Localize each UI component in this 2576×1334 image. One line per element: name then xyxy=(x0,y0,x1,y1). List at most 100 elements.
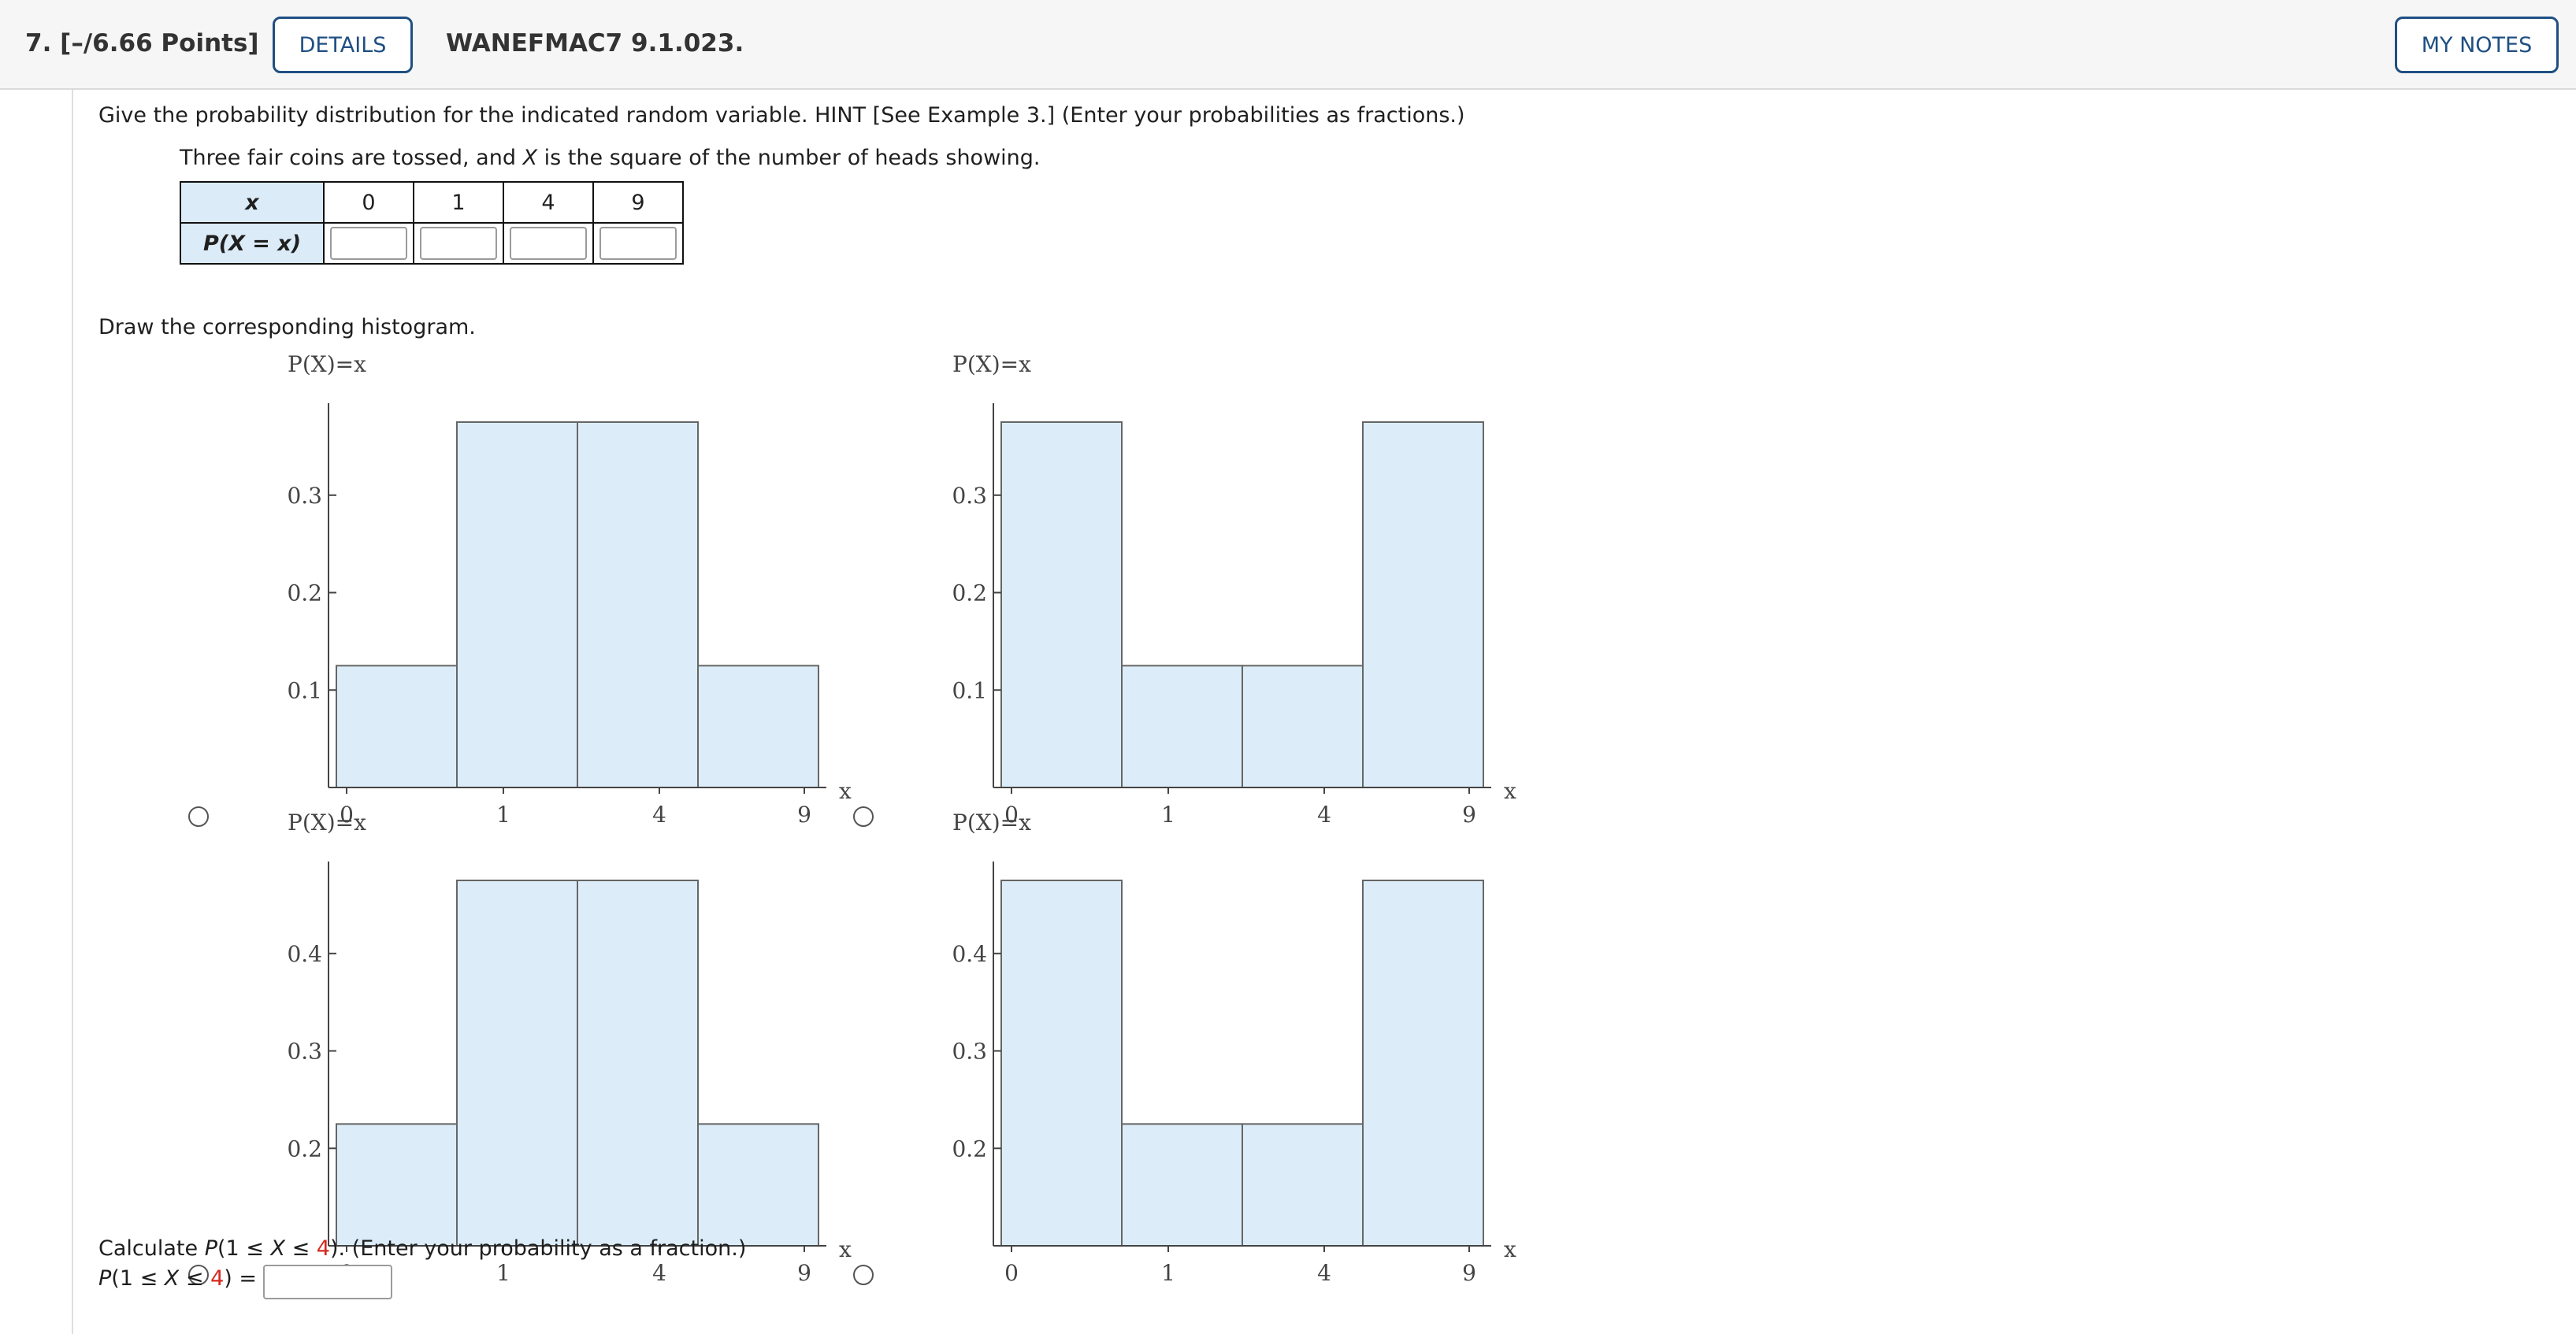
histogram-radio-4[interactable] xyxy=(853,1265,874,1285)
question-number: 7. [–/6.66 Points] xyxy=(25,29,259,57)
answer-expr-close: ) = xyxy=(224,1266,258,1291)
x-value-3: 9 xyxy=(592,181,684,224)
x-tick-label: 9 xyxy=(797,1260,811,1286)
x-tick-label: 9 xyxy=(1462,1260,1476,1286)
y-tick-label: 0.3 xyxy=(952,1039,987,1065)
histogram-bar-4 xyxy=(577,421,699,788)
x-tick-label: 4 xyxy=(652,1260,666,1286)
question-header: 7. [–/6.66 Points] DETAILS WANEFMAC7 9.1… xyxy=(0,0,2576,90)
histogram-radio-2[interactable] xyxy=(853,806,874,827)
histogram-chart-1: P(X)=x 0.1 0.2 0.3 0 1 4 9 x xyxy=(287,351,852,828)
x-tick-label: 1 xyxy=(496,802,510,828)
setup-variable: X xyxy=(522,146,538,170)
histogram-bar-9 xyxy=(697,1123,819,1247)
question-code: WANEFMAC7 9.1.023. xyxy=(446,29,744,57)
details-button[interactable]: DETAILS xyxy=(273,17,413,73)
histogram-chart-4: P(X)=x 0.2 0.3 0.4 0 1 4 9 x xyxy=(952,810,1516,1286)
calculation-prompt: Calculate P(1 ≤ X ≤ 4). (Enter your prob… xyxy=(98,1236,746,1261)
histogram-bar-4 xyxy=(1242,1123,1364,1247)
setup-text-1: Three fair coins are tossed, and xyxy=(180,146,523,170)
histogram-bar-9 xyxy=(697,665,819,789)
calc-expr-open: (1 ≤ xyxy=(217,1236,271,1261)
probability-answer-input[interactable] xyxy=(263,1265,392,1299)
calc-expr-var: X xyxy=(270,1236,285,1261)
calc-text-post: (Enter your probability as a fraction.) xyxy=(345,1236,747,1261)
histogram-bar-0 xyxy=(336,1123,458,1247)
calculation-answer-label: P(1 ≤ X ≤ 4) = xyxy=(98,1266,257,1291)
question-index: 7. xyxy=(25,29,52,57)
calc-text-pre: Calculate xyxy=(98,1236,205,1261)
y-tick-label: 0.3 xyxy=(287,483,322,509)
y-tick-label: 0.1 xyxy=(952,677,987,703)
table-row-probability: P(X = x) xyxy=(180,222,684,265)
histogram-bar-1 xyxy=(456,880,578,1247)
answer-expr-bound: 4 xyxy=(210,1266,225,1291)
x-value-1: 1 xyxy=(413,181,504,224)
histogram-bar-1 xyxy=(1121,665,1243,789)
y-tick-label: 0.3 xyxy=(287,1039,322,1065)
x-tick-label: 9 xyxy=(1462,802,1476,828)
answer-expr-le: ≤ xyxy=(179,1266,211,1291)
x-axis-label: x xyxy=(1504,778,1516,804)
my-notes-button[interactable]: MY NOTES xyxy=(2395,17,2559,73)
question-instruction: Give the probability distribution for th… xyxy=(98,103,1465,128)
x-axis-label: x xyxy=(1504,1236,1516,1262)
histogram-bar-0 xyxy=(1000,421,1123,788)
x-axis-label: x xyxy=(839,1236,852,1262)
x-tick-label: 0 xyxy=(1004,1260,1019,1286)
answer-expr-var: X xyxy=(164,1266,180,1291)
probability-header: P(X = x) xyxy=(180,222,325,265)
y-axis-label: P(X)=x xyxy=(288,351,366,377)
x-tick-label: 0 xyxy=(340,802,354,828)
x-value-0: 0 xyxy=(323,181,414,224)
x-tick-label: 4 xyxy=(652,802,666,828)
question-body: Give the probability distribution for th… xyxy=(72,90,2576,1334)
histogram-bar-4 xyxy=(577,880,699,1247)
probability-input-2[interactable] xyxy=(510,227,587,260)
x-tick-label: 1 xyxy=(1161,1260,1175,1286)
x-header: x xyxy=(180,181,325,224)
x-axis-label: x xyxy=(839,778,852,804)
probability-cell-1 xyxy=(413,222,504,265)
histogram-bar-1 xyxy=(1121,1123,1243,1247)
x-value-2: 4 xyxy=(503,181,594,224)
answer-expr-open: (1 ≤ xyxy=(111,1266,165,1291)
x-tick-label: 4 xyxy=(1317,1260,1331,1286)
probability-input-3[interactable] xyxy=(599,227,677,260)
histogram-chart-2: P(X)=x 0.1 0.2 0.3 0 1 4 9 x xyxy=(952,351,1516,828)
calc-expr-close: ). xyxy=(329,1236,346,1261)
histogram-prompt: Draw the corresponding histogram. xyxy=(98,315,476,339)
histogram-radio-1[interactable] xyxy=(188,806,209,827)
histogram-option-4: P(X)=x 0.2 0.3 0.4 0 1 4 9 x xyxy=(853,806,1516,1286)
problem-setup: Three fair coins are tossed, and X is th… xyxy=(180,146,1041,170)
histogram-option-1: P(X)=x 0.1 0.2 0.3 0 1 4 9 x xyxy=(188,348,852,828)
x-tick-label: 1 xyxy=(1161,802,1175,828)
y-tick-label: 0.2 xyxy=(952,1136,987,1162)
question-points: [–/6.66 Points] xyxy=(60,29,259,57)
calc-expr-p: P xyxy=(204,1236,217,1261)
probability-input-0[interactable] xyxy=(330,227,407,260)
y-axis-label: P(X)=x xyxy=(288,810,366,836)
y-tick-label: 0.2 xyxy=(952,580,987,606)
probability-input-1[interactable] xyxy=(420,227,497,260)
histogram-bar-9 xyxy=(1362,880,1484,1247)
histogram-bar-1 xyxy=(456,421,578,788)
x-tick-label: 9 xyxy=(797,802,811,828)
probability-cell-0 xyxy=(323,222,414,265)
x-tick-label: 4 xyxy=(1317,802,1331,828)
y-tick-label: 0.1 xyxy=(287,677,322,703)
histogram-radio-3[interactable] xyxy=(188,1265,209,1285)
y-tick-label: 0.4 xyxy=(952,941,987,967)
y-tick-label: 0.2 xyxy=(287,580,322,606)
calc-expr-le: ≤ xyxy=(284,1236,317,1261)
y-tick-label: 0.2 xyxy=(287,1136,322,1162)
probability-cell-2 xyxy=(503,222,594,265)
histogram-option-2: P(X)=x 0.1 0.2 0.3 0 1 4 9 x xyxy=(853,348,1516,828)
y-axis-label: P(X)=x xyxy=(952,810,1031,836)
probability-cell-3 xyxy=(592,222,684,265)
x-tick-label: 1 xyxy=(496,1260,510,1286)
histogram-bar-0 xyxy=(1000,880,1123,1247)
y-axis-label: P(X)=x xyxy=(952,351,1031,377)
